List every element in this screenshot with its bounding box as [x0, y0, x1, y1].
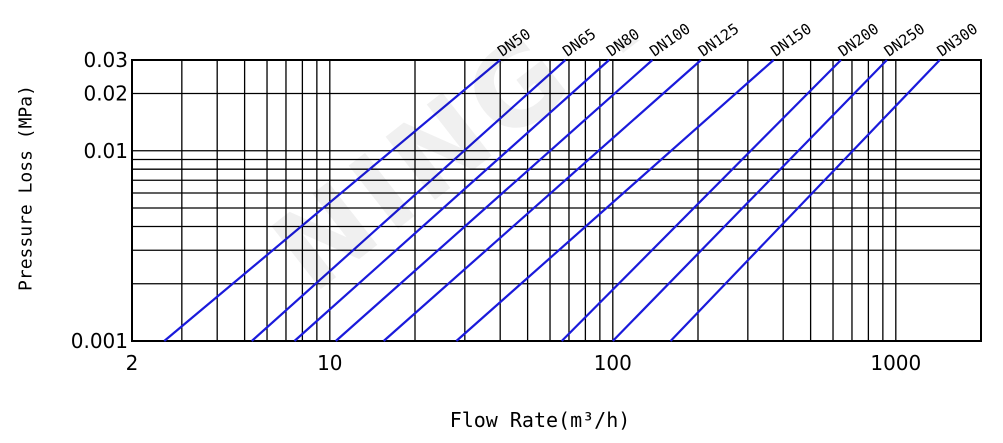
y-tick-labels: 0.001 0.01 0.02 0.03	[71, 48, 128, 353]
x-tick-labels: 2 10 100 1000	[126, 351, 922, 375]
series-label: DN250	[881, 20, 928, 61]
x-tick-label: 1000	[870, 351, 921, 375]
series-line	[251, 59, 567, 342]
series-label: DN200	[835, 20, 882, 61]
series-line	[455, 59, 775, 342]
x-tick-label: 100	[594, 351, 632, 375]
series-label: DN50	[494, 25, 534, 60]
x-axis-label: Flow Rate(m³/h)	[449, 408, 631, 432]
series-label: DN100	[646, 20, 693, 61]
x-tick-label: 2	[126, 351, 139, 375]
series-label: DN80	[603, 25, 643, 60]
series-label: DN65	[559, 25, 599, 60]
series-line	[163, 59, 501, 342]
series-label: DN150	[768, 20, 815, 61]
series-line	[669, 59, 941, 342]
y-tick-label: 0.001	[71, 329, 128, 353]
x-tick-label: 10	[317, 351, 342, 375]
y-tick-label: 0.01	[83, 139, 128, 163]
y-axis-label: Pressure Loss (MPa)	[15, 85, 37, 291]
grid	[132, 60, 981, 341]
plot-frame	[131, 59, 982, 342]
series-line	[560, 59, 842, 342]
y-tick-label: 0.02	[83, 81, 128, 105]
series-lines	[163, 59, 941, 342]
series-line	[382, 59, 702, 342]
y-tick-label: 0.03	[83, 48, 128, 72]
series-line	[293, 59, 610, 342]
series-line	[612, 59, 888, 342]
series-label: DN300	[934, 20, 981, 61]
series-label: DN125	[695, 20, 742, 61]
series-line	[335, 59, 654, 342]
